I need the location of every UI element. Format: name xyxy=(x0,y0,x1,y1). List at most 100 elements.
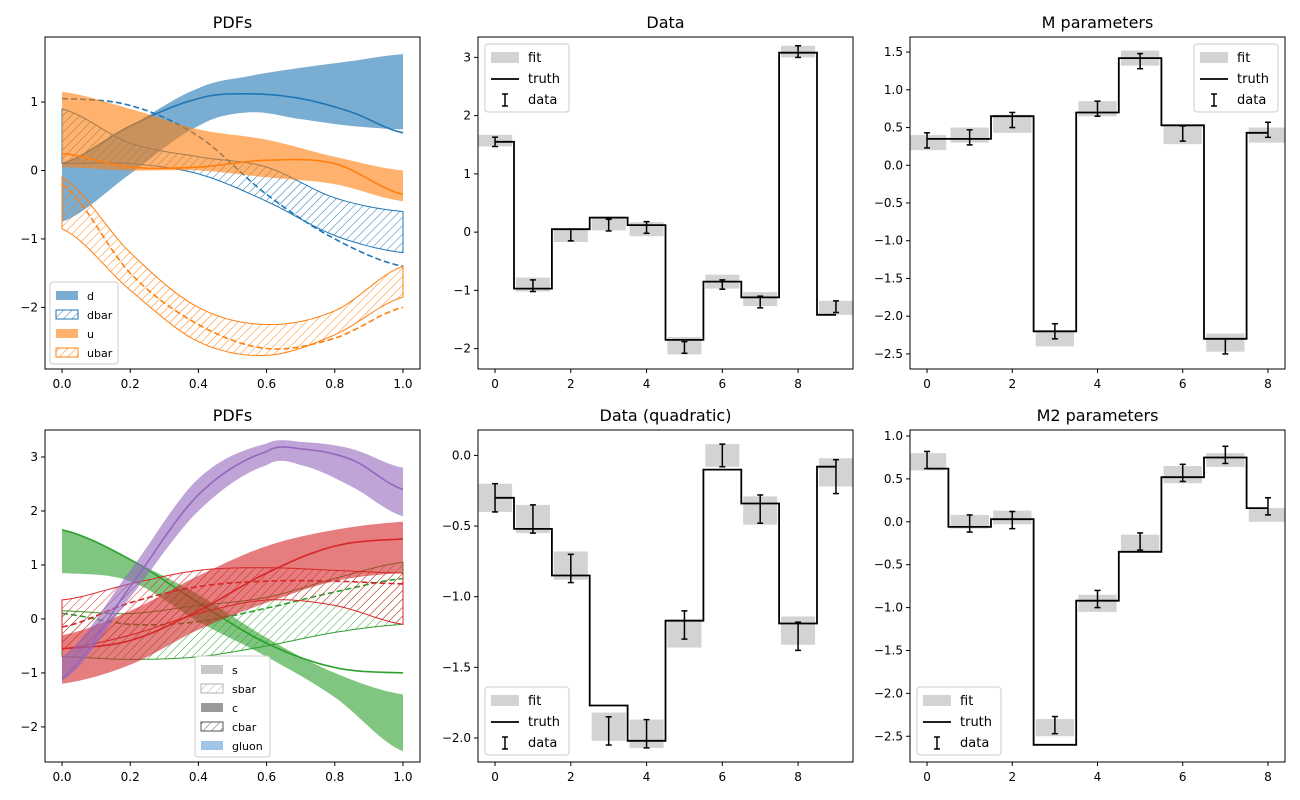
legend-swatch xyxy=(56,329,78,338)
y-tick-label: −2.0 xyxy=(874,686,903,700)
legend-label: c xyxy=(232,702,238,715)
legend-swatch xyxy=(55,347,79,358)
data-point xyxy=(757,295,764,309)
data-point xyxy=(1094,100,1101,117)
truth-step xyxy=(495,51,836,341)
data-point xyxy=(1051,715,1058,735)
y-tick-label: −1 xyxy=(453,283,471,297)
legend-swatch xyxy=(200,721,224,732)
x-tick-label: 0.6 xyxy=(257,770,276,784)
chart-1: PDFs 0.0 0.2 0.4 0.6 0.8 1.0 1 0 −1 −2 d dbar u ubar xyxy=(20,13,421,391)
data-point xyxy=(1051,322,1058,340)
data-point xyxy=(757,494,764,524)
x-tick-label: 0.8 xyxy=(325,377,344,391)
y-tick-label: 0 xyxy=(463,225,471,239)
x-tick-label: 0 xyxy=(491,770,499,784)
x-tick-label: 0.4 xyxy=(189,377,208,391)
legend-label: data xyxy=(960,736,989,751)
legend-label: s xyxy=(232,664,238,677)
legend: fit truth data xyxy=(484,43,570,113)
axes-frame xyxy=(44,36,421,370)
data-point xyxy=(567,553,574,584)
data-point xyxy=(719,279,726,290)
chart-5: Data (quadratic) 0 2 4 6 8 0.0 −0.5 −1.0 −1.5 −2.0… xyxy=(442,406,854,784)
x-tick-label: 1.0 xyxy=(393,770,412,784)
legend-label: sbar xyxy=(232,683,256,696)
x-tick-label: 0.4 xyxy=(189,770,208,784)
chart-3: M parameters 0 2 4 6 8 1.5 1.0 0.5 0.0 −0.5 −1.0 −1.… xyxy=(874,13,1286,391)
y-tick-label: 3 xyxy=(30,450,38,464)
data-point xyxy=(1094,589,1101,609)
legend-label: truth xyxy=(1237,72,1269,87)
y-tick-label: −0.5 xyxy=(874,558,903,572)
y-tick-label: 2 xyxy=(30,504,38,518)
data-point xyxy=(1264,497,1271,516)
y-tick-label: 1 xyxy=(30,95,38,109)
legend-swatch xyxy=(201,741,223,750)
legend: fit truth data xyxy=(916,686,1002,756)
y-tick-label: −1.0 xyxy=(442,590,471,604)
chart-2: Data 0 2 4 6 8 3 2 1 0 −1 −2 fit truth data xyxy=(453,13,854,391)
data-point xyxy=(1137,532,1144,551)
truth-line-ubar xyxy=(61,183,404,350)
fit-box xyxy=(910,453,947,471)
y-tick-label: 1.5 xyxy=(884,45,903,59)
truth-step xyxy=(927,57,1268,340)
x-tick-label: 2 xyxy=(1008,770,1016,784)
y-tick-label: −1.5 xyxy=(874,643,903,657)
legend-label: fit xyxy=(528,694,541,709)
data-point xyxy=(1222,338,1229,355)
x-tick-label: 0.0 xyxy=(52,770,71,784)
y-tick-label: −1.5 xyxy=(442,660,471,674)
legend-label: gluon xyxy=(232,740,263,753)
y-tick-label: 0.5 xyxy=(884,121,903,135)
data-point xyxy=(1179,125,1186,142)
data-point xyxy=(719,443,726,468)
legend-frame xyxy=(49,281,119,365)
legend-swatch xyxy=(55,309,79,320)
data-point xyxy=(643,718,650,749)
legend-label: u xyxy=(87,328,94,341)
y-tick-label: 1.0 xyxy=(884,83,903,97)
legend-label: fit xyxy=(1237,51,1250,66)
band-ubar xyxy=(61,176,404,357)
y-tick-label: −2.5 xyxy=(874,729,903,743)
y-tick-label: 0.0 xyxy=(452,448,471,462)
x-tick-label: 2 xyxy=(1008,377,1016,391)
x-tick-label: 0.0 xyxy=(52,377,71,391)
data-point xyxy=(492,482,499,513)
legend-label: fit xyxy=(960,694,973,709)
data-point xyxy=(832,458,839,495)
band-u xyxy=(62,91,403,202)
y-tick-label: −2.0 xyxy=(442,731,471,745)
data-point xyxy=(795,44,802,59)
legend-swatch xyxy=(201,665,223,674)
x-tick-label: 8 xyxy=(1264,377,1272,391)
data-point xyxy=(1137,52,1144,70)
data-point xyxy=(924,450,931,470)
x-tick-label: 4 xyxy=(1094,770,1102,784)
data-point xyxy=(605,218,612,232)
legend-label: d xyxy=(87,290,94,303)
truth-line-u xyxy=(61,152,404,196)
data-point xyxy=(681,610,688,640)
x-tick-label: 6 xyxy=(718,770,726,784)
y-tick-label: −2 xyxy=(453,342,471,356)
legend-swatch xyxy=(200,683,224,694)
data-point xyxy=(1009,510,1016,530)
data-point xyxy=(492,136,499,148)
x-tick-label: 0 xyxy=(923,770,931,784)
truth-line-cbar xyxy=(61,579,404,628)
x-tick-label: 4 xyxy=(643,770,651,784)
data-point xyxy=(966,514,973,533)
y-tick-label: −1.0 xyxy=(874,234,903,248)
band-cbar xyxy=(61,567,404,650)
axes-frame xyxy=(44,429,421,763)
y-tick-label: −2.0 xyxy=(874,309,903,323)
y-tick-label: 3 xyxy=(463,50,471,64)
y-tick-label: −1 xyxy=(20,666,38,680)
x-tick-label: 0.2 xyxy=(121,377,140,391)
band-d xyxy=(62,54,403,222)
data-point xyxy=(605,716,612,746)
